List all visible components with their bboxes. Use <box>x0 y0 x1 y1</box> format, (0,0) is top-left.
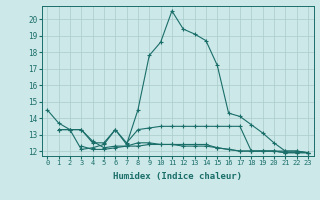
X-axis label: Humidex (Indice chaleur): Humidex (Indice chaleur) <box>113 172 242 181</box>
